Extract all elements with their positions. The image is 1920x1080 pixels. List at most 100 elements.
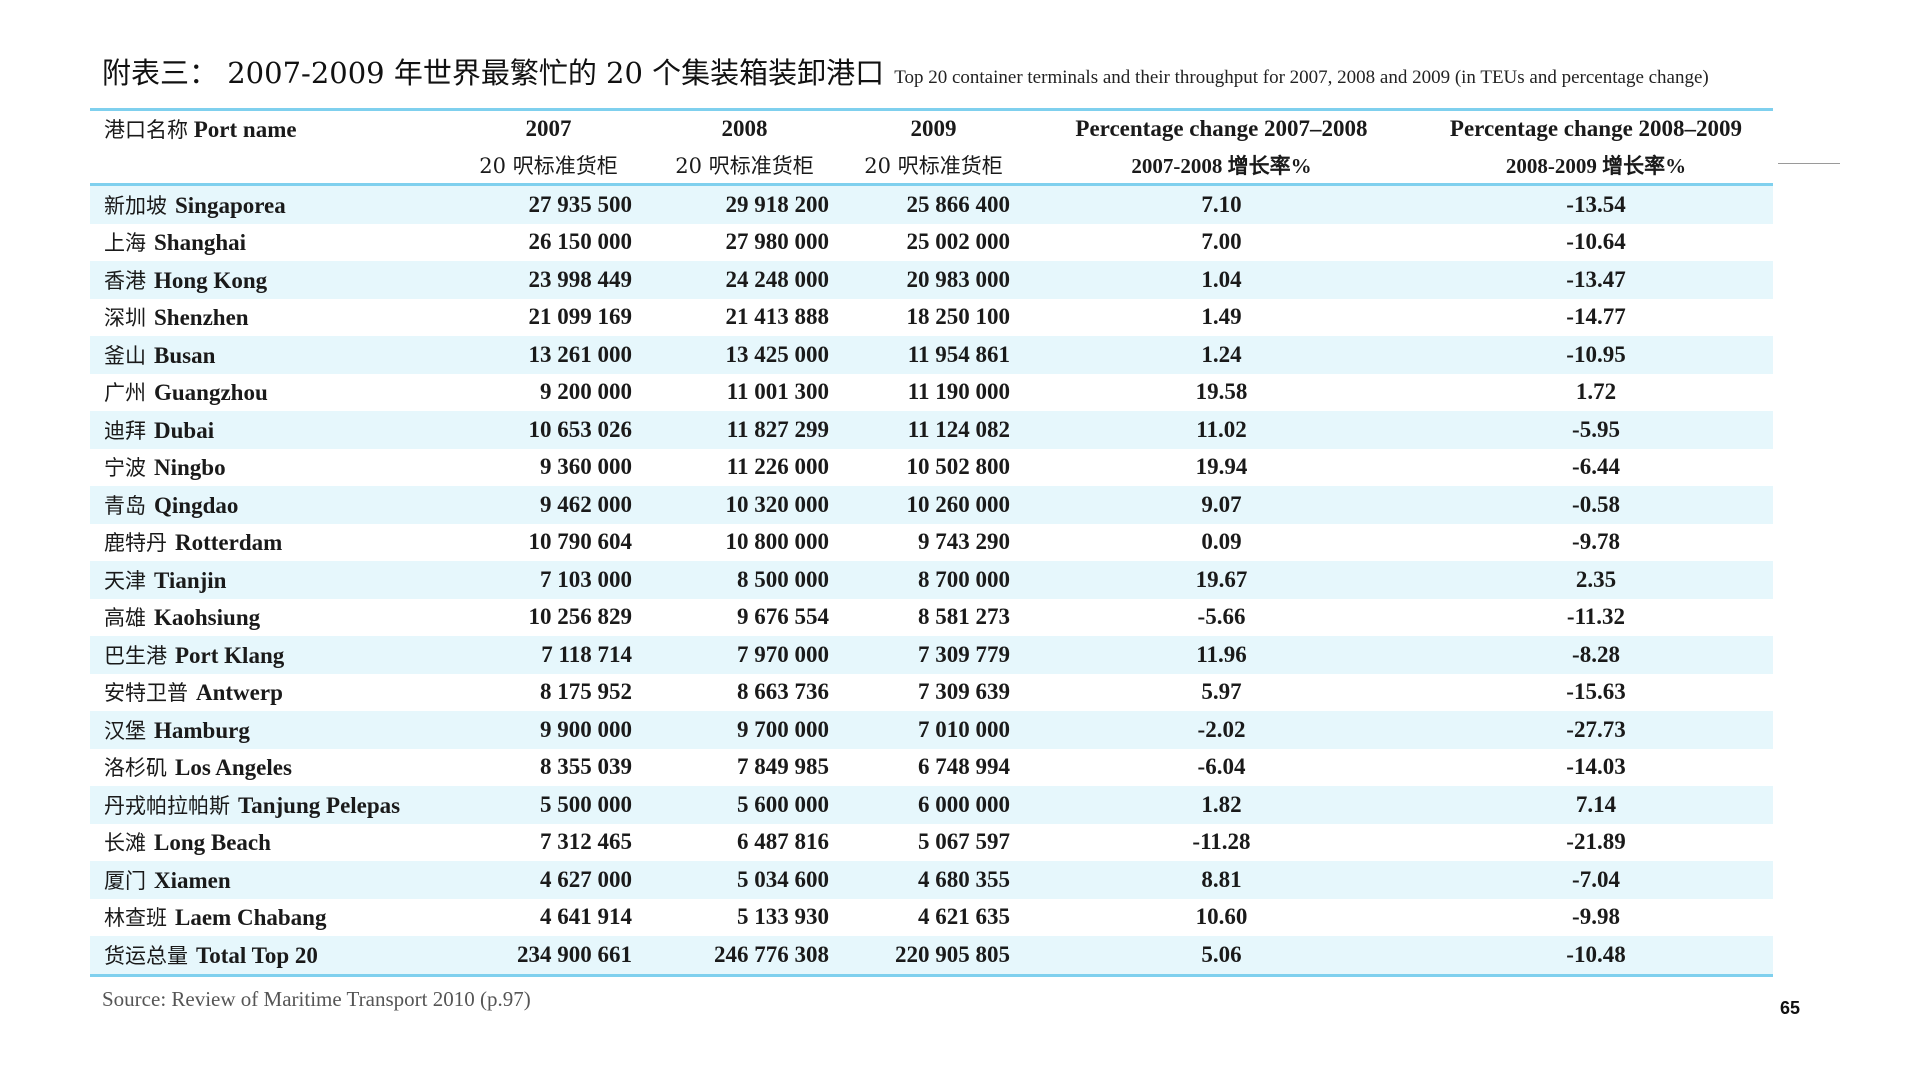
port-name-cell: 青岛 Qingdao xyxy=(90,486,451,524)
port-name-en: Tanjung Pelepas xyxy=(238,792,401,818)
pct-2007-2008-cell: -2.02 xyxy=(1024,711,1419,749)
pct-2007-2008-cell: 7.10 xyxy=(1024,184,1419,224)
teu-2007-cell: 27 935 500 xyxy=(451,184,646,224)
teu-2007-cell: 10 790 604 xyxy=(528,529,633,555)
port-name-cell: 高雄 Kaohsiung xyxy=(90,599,451,637)
pct-2007-2008-cell: 5.97 xyxy=(1201,679,1242,705)
table-row: 长滩 Long Beach 7 312 465 6 487 816 5 067 597 -… xyxy=(90,824,1773,862)
teu-2008-cell: 24 248 000 xyxy=(646,261,843,299)
pct-2008-2009-cell: -10.95 xyxy=(1419,336,1773,374)
pct-2007-2008-cell: -11.28 xyxy=(1192,829,1251,855)
header-unit-2009: 20 呎标准货柜 xyxy=(864,154,1003,178)
teu-2008-cell: 10 320 000 xyxy=(646,486,843,524)
table-row: 丹戎帕拉帕斯 Tanjung Pelepas 5 500 000 5 600 000 6… xyxy=(90,786,1773,824)
table-row: 洛杉矶 Los Angeles 8 355 039 7 849 985 6 748 99… xyxy=(90,749,1773,787)
table-row: 深圳 Shenzhen 21 099 169 21 413 888 18 250 100… xyxy=(90,299,1773,337)
teu-2009-cell: 10 260 000 xyxy=(843,486,1024,524)
page-number: 65 xyxy=(1780,998,1801,1018)
header-unit-2007: 20 呎标准货柜 xyxy=(479,154,618,178)
divider-line xyxy=(1778,163,1840,164)
teu-2007-cell: 8 355 039 xyxy=(540,754,632,780)
pct-2008-2009-cell: -5.95 xyxy=(1419,411,1773,449)
teu-2007-cell: 9 462 000 xyxy=(451,486,646,524)
port-name-zh: 深圳 xyxy=(104,306,146,331)
teu-2008-cell: 11 001 300 xyxy=(726,379,829,405)
port-name-cell: 货运总量 Total Top 20 xyxy=(90,936,451,975)
teu-2009-cell: 4 680 355 xyxy=(843,861,1024,899)
header-port-name-zh: 港口名称 xyxy=(104,118,188,142)
header-unit-2008: 20 呎标准货柜 xyxy=(675,154,814,178)
header-pct-2008-2009: Percentage change 2008–2009 xyxy=(1449,116,1743,141)
pct-2008-2009-cell: -13.47 xyxy=(1419,261,1773,299)
teu-2009-cell: 18 250 100 xyxy=(906,304,1011,330)
port-name-en: Hong Kong xyxy=(154,267,268,293)
pct-2008-2009-cell: -21.89 xyxy=(1566,829,1626,855)
pct-2008-2009-cell: -6.44 xyxy=(1572,454,1620,480)
pct-2007-2008-cell: 11.02 xyxy=(1024,411,1419,449)
port-name-cell: 上海 Shanghai xyxy=(90,224,451,262)
table-row: 汉堡 Hamburg 9 900 000 9 700 000 7 010 000 -2.0… xyxy=(90,711,1773,749)
pct-2008-2009-cell: 1.72 xyxy=(1575,379,1617,405)
port-throughput-table: 港口名称 Port name 2007 2008 2009 Percentage… xyxy=(90,108,1773,977)
pct-2007-2008-cell: 1.24 xyxy=(1024,336,1419,374)
port-name-en: Port Klang xyxy=(175,642,285,668)
table-row: 香港 Hong Kong 23 998 449 24 248 000 20 983 00… xyxy=(90,261,1773,299)
teu-2008-cell: 8 500 000 xyxy=(646,561,843,599)
teu-2008-cell: 11 827 299 xyxy=(646,411,843,449)
port-name-en: Hamburg xyxy=(154,717,250,743)
table-row: 釜山 Busan 13 261 000 13 425 000 11 954 861 1.2… xyxy=(90,336,1773,374)
port-name-en: Tianjin xyxy=(154,567,227,593)
pct-2008-2009-cell: 2.35 xyxy=(1419,561,1773,599)
pct-2007-2008-cell: 1.49 xyxy=(1201,304,1242,330)
teu-2008-cell: 11 226 000 xyxy=(726,454,829,480)
pct-2007-2008-cell: 19.94 xyxy=(1195,454,1248,480)
header-2008: 2008 xyxy=(721,116,768,141)
table-row: 林查班 Laem Chabang 4 641 914 5 133 930 4 621 6… xyxy=(90,899,1773,937)
port-name-en: Shanghai xyxy=(154,230,247,256)
pct-2007-2008-cell: 1.04 xyxy=(1024,261,1419,299)
source-note: Source: Review of Maritime Transport 201… xyxy=(102,987,531,1011)
port-name-cell: 丹戎帕拉帕斯 Tanjung Pelepas xyxy=(90,786,451,824)
teu-2008-cell: 6 487 816 xyxy=(737,829,829,855)
port-name-en: Xiamen xyxy=(154,867,231,893)
pct-2008-2009-cell: -14.77 xyxy=(1566,304,1626,330)
table-body: 新加坡 Singaporea 27 935 500 29 918 200 25 866 … xyxy=(90,184,1773,975)
teu-2008-cell: 9 676 554 xyxy=(737,604,829,630)
port-name-en: Shenzhen xyxy=(154,305,249,331)
pct-2008-2009-cell: -10.48 xyxy=(1419,936,1773,975)
pct-2008-2009-cell: -27.73 xyxy=(1419,711,1773,749)
pct-2007-2008-cell: 11.96 xyxy=(1024,636,1419,674)
teu-2008-cell: 10 800 000 xyxy=(725,529,830,555)
port-name-en: Dubai xyxy=(154,417,215,443)
teu-2007-cell: 9 900 000 xyxy=(451,711,646,749)
table-row: 厦门 Xiamen 4 627 000 5 034 600 4 680 355 8.81-… xyxy=(90,861,1773,899)
table-row: 广州 Guangzhou 9 200 000 11 001 300 11 190 000… xyxy=(90,374,1773,412)
port-name-cell: 广州 Guangzhou xyxy=(90,374,451,412)
table-row: 高雄 Kaohsiung 10 256 829 9 676 554 8 581 273 -… xyxy=(90,599,1773,637)
port-name-en: Antwerp xyxy=(196,680,283,706)
pct-2008-2009-cell: -9.78 xyxy=(1572,529,1620,555)
teu-2007-cell: 4 641 914 xyxy=(540,904,632,930)
port-name-cell: 宁波 Ningbo xyxy=(90,449,451,487)
pct-2007-2008-cell: 0.09 xyxy=(1201,529,1242,555)
teu-2008-cell: 7 849 985 xyxy=(737,754,829,780)
port-name-zh: 巴生港 xyxy=(104,643,167,668)
teu-2009-cell: 8 700 000 xyxy=(843,561,1024,599)
pct-2008-2009-cell: -10.64 xyxy=(1566,229,1626,255)
port-name-zh: 宁波 xyxy=(104,456,146,481)
teu-2008-cell: 5 133 930 xyxy=(737,904,829,930)
teu-2009-cell: 8 581 273 xyxy=(918,604,1010,630)
teu-2009-cell: 20 983 000 xyxy=(843,261,1024,299)
teu-2008-cell: 13 425 000 xyxy=(646,336,843,374)
header-pct-2007-2008: Percentage change 2007–2008 xyxy=(1075,116,1368,141)
table-row: 货运总量 Total Top 20 234 900 661 246 776 308 22… xyxy=(90,936,1773,975)
teu-2009-cell: 10 502 800 xyxy=(906,454,1011,480)
pct-2008-2009-cell: -8.28 xyxy=(1419,636,1773,674)
port-name-zh: 迪拜 xyxy=(104,418,146,443)
pct-2008-2009-cell: -7.04 xyxy=(1419,861,1773,899)
pct-2007-2008-cell: -6.04 xyxy=(1197,754,1246,780)
table-header: 港口名称 Port name 2007 2008 2009 Percentage… xyxy=(90,110,1773,185)
pct-2008-2009-cell: -15.63 xyxy=(1566,679,1626,705)
table-row: 天津 Tianjin 7 103 000 8 500 000 8 700 000 19.6… xyxy=(90,561,1773,599)
table-row: 宁波 Ningbo 9 360 000 11 226 000 10 502 800 19.… xyxy=(90,449,1773,487)
